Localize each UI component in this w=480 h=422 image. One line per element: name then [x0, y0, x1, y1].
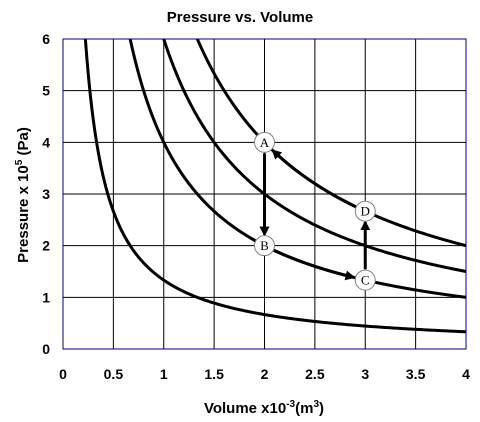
isotherm-curves	[83, 38, 467, 334]
state-point-c: C	[354, 269, 376, 291]
y-tick-label: 3	[42, 186, 50, 202]
x-tick-labels: 0 0.5 1 1.5 2 2.5 3 3.5 4	[59, 366, 470, 382]
point-label: D	[361, 204, 370, 219]
point-marker	[254, 235, 275, 257]
isotherm-curve	[83, 38, 467, 334]
point-label: A	[260, 135, 270, 150]
y-tick-label: 0	[42, 341, 50, 357]
y-tick-label: 6	[42, 31, 50, 47]
process-arrow-b-c	[273, 249, 356, 281]
state-point-b: B	[254, 235, 275, 257]
y-tick-label: 2	[42, 238, 50, 254]
chart-title: Pressure vs. Volume	[167, 9, 313, 26]
x-tick-label: 2	[261, 366, 269, 382]
y-axis-label: Pressure x 105 (Pa)	[14, 127, 32, 263]
process-arrow-d-a	[271, 149, 356, 208]
point-label: C	[361, 273, 370, 288]
point-label: B	[260, 238, 269, 253]
y-tick-label: 4	[42, 134, 50, 150]
y-tick-labels: 0 1 2 3 4 5 6	[42, 31, 50, 357]
x-axis-label: Volume x10-3(m3)	[204, 399, 324, 417]
point-marker	[254, 131, 275, 153]
x-tick-label: 3	[361, 366, 369, 382]
x-tick-label: 1	[160, 366, 168, 382]
plot-area-border	[62, 38, 467, 350]
isotherm-curve	[162, 38, 467, 273]
state-points: A B C D	[254, 131, 376, 291]
x-tick-label: 0	[59, 366, 67, 382]
y-tick-label: 1	[42, 289, 50, 305]
x-tick-label: 1.5	[204, 366, 224, 382]
point-marker	[354, 269, 376, 291]
state-point-d: D	[354, 200, 376, 222]
x-tick-label: 3.5	[406, 366, 426, 382]
process-arrows	[259, 149, 371, 281]
x-tick-label: 4	[462, 366, 470, 382]
state-point-a: A	[254, 131, 275, 153]
x-tick-label: 0.5	[104, 366, 124, 382]
x-tick-label: 2.5	[305, 366, 325, 382]
point-marker	[354, 200, 376, 222]
y-tick-label: 5	[42, 83, 50, 99]
